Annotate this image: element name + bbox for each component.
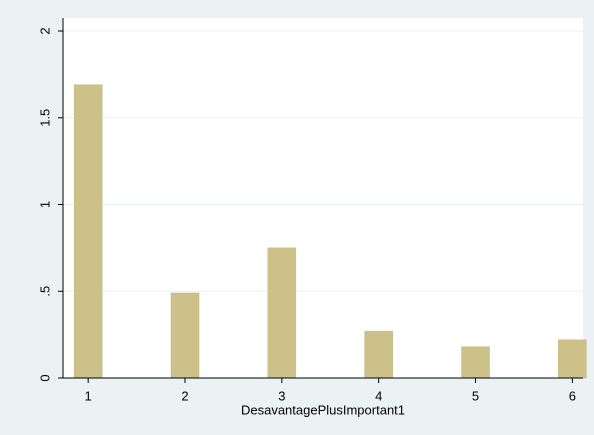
y-tick-label: 2 — [37, 27, 52, 34]
y-tick-label: 1.5 — [37, 109, 52, 127]
x-tick-label: 3 — [278, 388, 285, 403]
bar — [364, 330, 393, 379]
x-tick-label: 6 — [569, 388, 576, 403]
x-tick-label: 1 — [85, 388, 92, 403]
x-tick-label: 4 — [375, 388, 382, 403]
x-tick-label: 5 — [472, 388, 479, 403]
bar — [558, 339, 587, 379]
y-tick-label: 0 — [37, 374, 52, 381]
bar — [461, 346, 490, 379]
x-tick-label: 2 — [181, 388, 188, 403]
bar — [267, 247, 297, 379]
y-tick-label: 1 — [37, 201, 52, 208]
bar — [170, 292, 200, 379]
y-tick-label: .5 — [37, 286, 52, 297]
bar — [73, 84, 103, 379]
x-axis-label: DesavantagePlusImportant1 — [241, 402, 405, 417]
plot-area — [63, 18, 583, 378]
